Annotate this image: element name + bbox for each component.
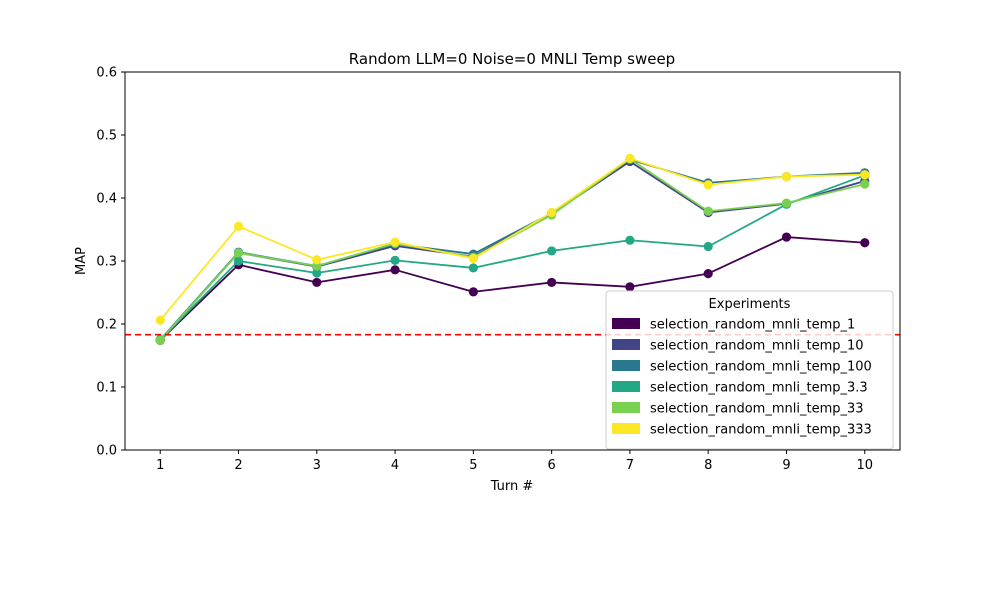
data-point: [312, 268, 322, 278]
data-point: [155, 335, 165, 345]
legend-swatch: [612, 381, 640, 392]
y-tick-label: 0.4: [96, 192, 117, 207]
legend-entry-label: selection_random_mnli_temp_33: [650, 402, 864, 417]
x-tick-label: 8: [704, 458, 712, 473]
plot-area: [125, 153, 900, 345]
axes: 1 2 3 4 5 6 7 8 9 10 0.0 0.1 0.2 0.3 0.4 0.5 0.6: [96, 66, 901, 473]
data-point: [781, 232, 792, 242]
y-tick-label: 0.1: [96, 381, 117, 396]
legend-swatch: [612, 318, 640, 329]
data-point: [233, 248, 244, 258]
data-point: [703, 180, 713, 190]
y-tick-label: 0.5: [96, 129, 117, 144]
data-point: [547, 207, 557, 218]
data-point: [312, 277, 322, 288]
data-point: [390, 265, 400, 275]
y-tick-label: 0.6: [96, 66, 117, 81]
data-point: [468, 263, 478, 273]
y-tick-label: 0.2: [96, 318, 117, 333]
data-point: [547, 246, 557, 256]
data-point: [233, 256, 244, 266]
data-point: [312, 261, 322, 271]
x-tick-label: 2: [234, 458, 242, 473]
x-tick-label: 1: [156, 458, 164, 473]
legend-swatch: [612, 402, 640, 413]
x-tick-label: 7: [626, 458, 634, 473]
legend-swatch: [612, 339, 640, 350]
data-point: [233, 221, 244, 231]
legend-swatch: [612, 360, 640, 371]
legend-entry-label: selection_random_mnli_temp_1: [650, 318, 855, 333]
x-tick-label: 5: [469, 458, 477, 473]
legend-box: [605, 290, 894, 450]
x-tick-label: 10: [856, 458, 873, 473]
series-line: [159, 174, 866, 341]
series-line: [159, 157, 865, 321]
legend-swatch: [612, 423, 640, 434]
data-point: [860, 238, 870, 248]
x-axis-label: Turn #: [490, 479, 534, 494]
data-point: [155, 315, 165, 325]
data-point: [468, 253, 478, 264]
y-tick-label: 0.0: [96, 444, 117, 459]
legend: Experiments selection_random_mnli_temp_1s…: [605, 290, 894, 450]
legend-entry-label: selection_random_mnli_temp_3.3: [650, 381, 868, 396]
data-point: [390, 237, 400, 247]
x-tick-label: 3: [313, 458, 321, 473]
x-tick-label: 4: [391, 458, 399, 473]
data-point: [625, 282, 635, 292]
data-point: [860, 170, 870, 180]
series-line: [159, 236, 865, 342]
chart-title: Random LLM=0 Noise=0 MNLI Temp sweep: [349, 50, 675, 68]
legend-title: Experiments: [709, 297, 791, 312]
data-point: [547, 277, 557, 288]
data-point: [781, 198, 792, 208]
y-tick-label: 0.3: [96, 255, 117, 270]
data-point: [781, 171, 792, 182]
data-point: [312, 255, 322, 265]
x-tick-label: 6: [548, 458, 556, 473]
data-point: [703, 241, 713, 252]
data-point: [625, 153, 635, 163]
y-axis-label: MAP: [74, 247, 89, 275]
legend-entry-label: selection_random_mnli_temp_100: [650, 360, 872, 375]
data-point: [625, 235, 635, 245]
x-tick-label: 9: [782, 458, 790, 473]
legend-entry-label: selection_random_mnli_temp_10: [650, 339, 864, 354]
data-point: [468, 287, 478, 297]
legend-entry-label: selection_random_mnli_temp_333: [650, 423, 872, 438]
series-6: [155, 153, 870, 325]
data-point: [390, 255, 400, 265]
data-point: [860, 179, 870, 189]
data-point: [703, 269, 713, 279]
data-point: [703, 206, 713, 216]
